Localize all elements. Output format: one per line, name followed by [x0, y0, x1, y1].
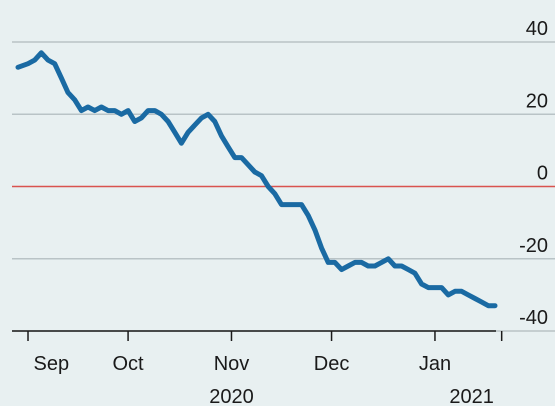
x-tick-label: Sep	[34, 353, 70, 375]
series-line	[15, 50, 498, 309]
y-tick-label: 40	[526, 18, 548, 40]
y-tick-label: -40	[519, 307, 548, 329]
year-labels: 2020 2021	[209, 386, 494, 406]
y-tick-labels: 40 20 0 -20 -40	[519, 18, 548, 329]
x-tick-marks	[27, 331, 503, 341]
series-layer	[15, 50, 498, 309]
y-tick-label: -20	[519, 235, 548, 257]
x-tick-label: Jan	[419, 353, 451, 375]
year-label: 2021	[449, 386, 494, 406]
x-tick-label: Oct	[113, 353, 145, 375]
y-tick-label: 20	[526, 90, 548, 112]
year-label: 2020	[209, 386, 254, 406]
y-tick-label: 0	[537, 163, 548, 185]
x-tick-labels: Sep Oct Nov Dec Jan	[34, 353, 452, 375]
x-tick-label: Dec	[314, 353, 350, 375]
x-tick-label: Nov	[214, 353, 250, 375]
